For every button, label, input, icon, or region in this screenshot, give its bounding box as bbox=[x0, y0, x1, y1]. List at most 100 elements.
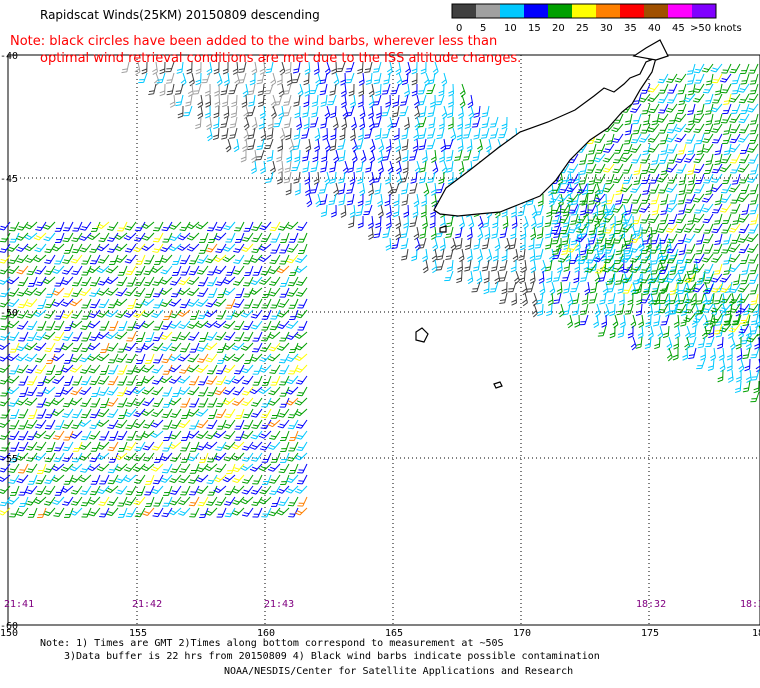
wind-barb bbox=[579, 193, 588, 205]
wind-barb bbox=[296, 276, 308, 286]
wind-barb bbox=[7, 265, 20, 274]
longitude-label: 165 bbox=[385, 628, 403, 639]
wind-barb bbox=[401, 248, 409, 261]
wind-barb bbox=[586, 213, 597, 224]
wind-barb bbox=[632, 283, 642, 294]
wind-barb bbox=[295, 430, 308, 440]
wind-barb bbox=[701, 325, 708, 340]
wind-barb bbox=[189, 419, 200, 430]
wind-barb bbox=[232, 397, 245, 406]
wind-barb bbox=[588, 292, 598, 304]
wind-barb bbox=[450, 237, 457, 252]
wind-barb bbox=[580, 303, 589, 316]
wind-barb bbox=[154, 254, 164, 265]
wind-barb bbox=[186, 408, 200, 417]
wind-barb bbox=[51, 474, 65, 483]
wind-barb bbox=[662, 325, 670, 339]
wind-barb bbox=[413, 127, 420, 142]
wind-barb bbox=[632, 273, 642, 285]
wind-barb bbox=[654, 336, 661, 350]
wind-barb bbox=[269, 364, 281, 375]
wind-barb bbox=[69, 430, 83, 439]
wind-barb bbox=[89, 276, 101, 287]
wind-barb bbox=[464, 237, 472, 251]
wind-barb bbox=[177, 309, 191, 317]
wind-barb bbox=[78, 452, 92, 461]
wind-barb bbox=[79, 243, 92, 253]
wind-barb bbox=[741, 203, 750, 216]
wind-barb bbox=[473, 127, 481, 140]
wind-barb bbox=[712, 243, 723, 254]
wind-barb bbox=[630, 226, 637, 241]
latitude-label: -60 bbox=[0, 621, 18, 632]
wind-barb bbox=[611, 123, 624, 133]
wind-barb bbox=[739, 143, 750, 154]
wind-barb bbox=[651, 283, 660, 295]
wind-barb bbox=[285, 485, 299, 494]
wind-barb bbox=[134, 221, 146, 232]
wind-barb bbox=[160, 474, 173, 483]
wind-barb bbox=[435, 94, 445, 106]
wind-barb bbox=[197, 276, 209, 287]
wind-barb bbox=[54, 276, 65, 287]
wind-barb bbox=[630, 263, 642, 273]
wind-barb bbox=[198, 243, 209, 254]
wind-barb bbox=[8, 254, 20, 265]
wind-barb bbox=[701, 203, 714, 213]
wind-barb bbox=[136, 331, 146, 342]
wind-barb bbox=[179, 254, 191, 265]
wind-barb bbox=[165, 72, 175, 84]
wind-barb bbox=[161, 353, 173, 364]
wind-barb bbox=[178, 276, 191, 286]
wind-barb bbox=[233, 331, 245, 342]
wind-barb bbox=[337, 138, 346, 150]
wind-barb bbox=[444, 270, 454, 282]
wind-barb bbox=[695, 233, 705, 245]
wind-barb bbox=[676, 273, 687, 284]
wind-barb bbox=[43, 496, 56, 506]
wind-barb bbox=[16, 320, 29, 330]
wind-barb bbox=[546, 204, 553, 218]
wind-barb bbox=[294, 265, 308, 273]
wind-barb bbox=[96, 452, 110, 460]
wind-barb bbox=[0, 485, 11, 494]
wind-barb bbox=[612, 163, 624, 174]
wind-barb bbox=[24, 342, 38, 351]
wind-barb bbox=[574, 314, 581, 328]
wind-barb bbox=[223, 441, 236, 450]
colorbar-label: 45 bbox=[672, 23, 685, 34]
wind-barb bbox=[685, 183, 696, 194]
wind-barb bbox=[467, 248, 473, 262]
wind-barb bbox=[135, 375, 146, 386]
wind-barb bbox=[579, 153, 588, 165]
wind-barb bbox=[278, 496, 290, 506]
wind-barb bbox=[8, 430, 20, 441]
wind-barb bbox=[714, 153, 723, 166]
wind-barb bbox=[696, 103, 705, 116]
wind-barb bbox=[395, 160, 402, 175]
wind-barb bbox=[177, 353, 191, 362]
wind-barb bbox=[214, 94, 221, 108]
wind-barb bbox=[0, 375, 11, 385]
wind-barb bbox=[250, 160, 257, 174]
wind-barb bbox=[273, 94, 283, 106]
wind-barb bbox=[53, 320, 65, 331]
wind-barb bbox=[431, 259, 438, 274]
wind-barb bbox=[260, 160, 266, 175]
wind-barb bbox=[665, 223, 678, 233]
wind-barb bbox=[713, 263, 723, 275]
wind-barb bbox=[79, 232, 92, 241]
wind-barb bbox=[71, 287, 83, 298]
wind-barb bbox=[257, 94, 265, 108]
wind-barb bbox=[711, 223, 723, 234]
wind-barb bbox=[293, 94, 301, 107]
wind-barb bbox=[320, 204, 328, 217]
wind-barb bbox=[276, 309, 290, 318]
grid bbox=[8, 55, 760, 625]
wind-barb bbox=[175, 94, 184, 107]
wind-barb bbox=[658, 283, 669, 294]
wind-barb bbox=[247, 138, 256, 151]
wind-barb bbox=[311, 105, 319, 118]
wind-barb bbox=[257, 83, 265, 96]
wind-barb bbox=[97, 276, 110, 286]
